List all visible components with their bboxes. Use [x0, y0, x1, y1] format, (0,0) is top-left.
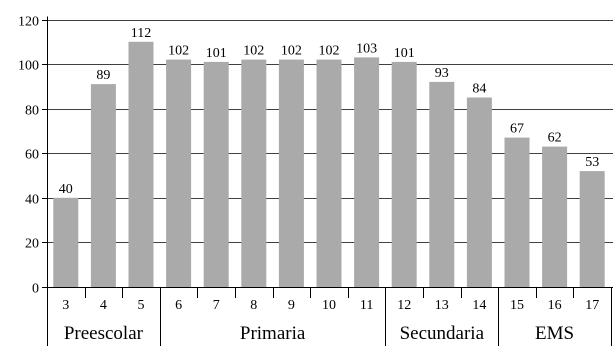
- bar: [241, 59, 267, 287]
- y-tick-label: 40: [25, 193, 39, 208]
- data-label: 103: [356, 41, 377, 56]
- bar: [579, 171, 605, 287]
- y-tick-label: 20: [25, 237, 39, 252]
- group-label: Preescolar: [64, 323, 144, 344]
- data-label: 67: [510, 122, 524, 137]
- bar: [466, 97, 492, 287]
- bar: [53, 197, 79, 287]
- x-tick-label: 14: [472, 298, 486, 313]
- bar: [128, 41, 154, 287]
- bar: [316, 59, 342, 287]
- x-tick-label: 12: [397, 298, 411, 313]
- x-tick-label: 7: [213, 298, 220, 313]
- bar: [354, 57, 380, 288]
- bar: [166, 59, 192, 287]
- bar: [429, 81, 455, 288]
- x-tick-label: 15: [510, 298, 524, 313]
- data-label: 112: [131, 26, 151, 41]
- y-tick-label: 120: [18, 15, 39, 30]
- y-tick-label: 100: [18, 59, 39, 74]
- bars: [53, 41, 605, 288]
- x-tick-label: 16: [548, 298, 562, 313]
- y-tick-label: 80: [25, 104, 39, 119]
- data-label: 102: [168, 44, 189, 59]
- bar: [391, 61, 417, 288]
- x-tick-label: 17: [585, 298, 599, 313]
- data-label: 62: [548, 131, 562, 146]
- data-label: 101: [206, 46, 227, 61]
- bar: [203, 61, 229, 288]
- data-label: 40: [59, 182, 73, 197]
- data-label: 101: [394, 46, 415, 61]
- x-tick-label: 8: [250, 298, 257, 313]
- x-tick-label: 4: [100, 298, 107, 313]
- data-labels: 40 89 112 102 101 102 102 102 103 101 93 84 67 62 53: [59, 26, 599, 197]
- group-label: Primaria: [240, 323, 306, 344]
- x-tick-label: 10: [322, 298, 336, 313]
- y-tick-label: 0: [32, 282, 39, 297]
- bar: [90, 84, 116, 287]
- bar: [542, 146, 568, 287]
- x-tick-label: 11: [360, 298, 373, 313]
- y-tick-label: 60: [25, 148, 39, 163]
- data-label: 93: [435, 66, 449, 81]
- group-label: Secundaria: [400, 323, 485, 344]
- data-label: 89: [96, 68, 110, 83]
- data-label: 53: [585, 155, 599, 170]
- x-tick-label: 3: [62, 298, 69, 313]
- x-tick-label: 9: [288, 298, 295, 313]
- data-label: 84: [472, 82, 486, 97]
- data-label: 102: [281, 44, 302, 59]
- data-label: 102: [319, 44, 340, 59]
- bar: [504, 137, 530, 287]
- x-tick-label: 6: [175, 298, 182, 313]
- x-tick-label: 5: [138, 298, 145, 313]
- bar: [278, 59, 304, 287]
- data-label: 102: [243, 44, 264, 59]
- group-label: EMS: [535, 323, 574, 344]
- x-tick-label: 13: [435, 298, 449, 313]
